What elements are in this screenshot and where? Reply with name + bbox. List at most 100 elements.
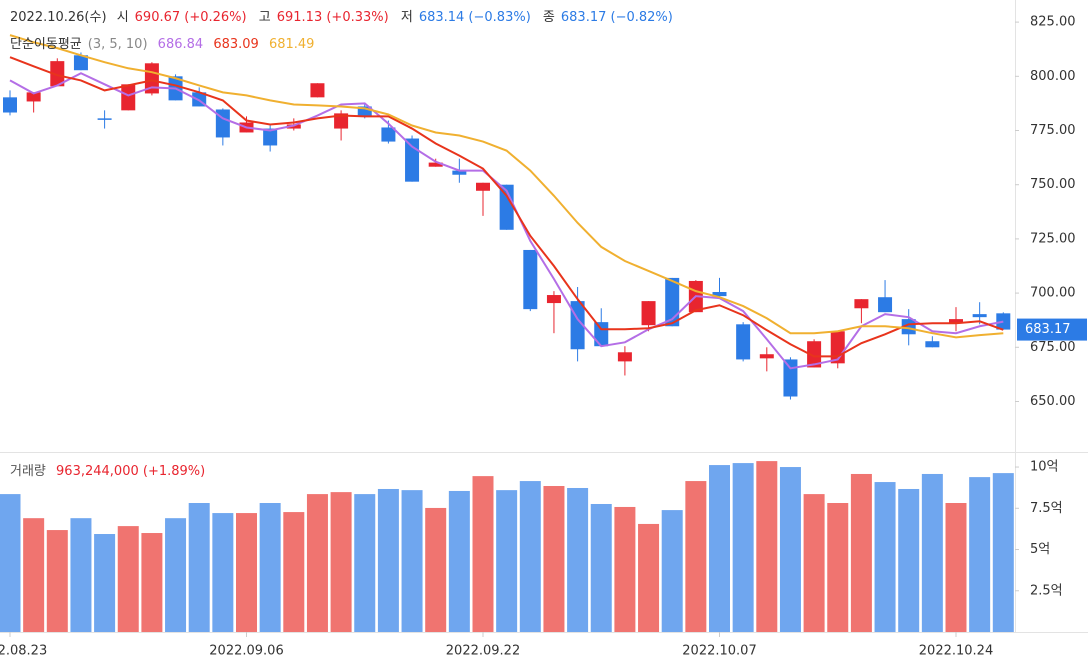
- legend-value: 683.09: [213, 37, 259, 52]
- candle-body: [546, 295, 561, 304]
- label: 시: [116, 10, 129, 25]
- label: 거래량: [10, 464, 46, 479]
- volume-bar: [188, 503, 210, 632]
- volume-panel: [0, 461, 1014, 632]
- y-tick-label: 675.00: [1030, 340, 1076, 355]
- date: 2022.10.26(수): [10, 10, 107, 25]
- candle-body: [476, 182, 490, 191]
- volume-bar: [165, 518, 187, 632]
- volume-header: 거래량 963,244,000 (+1.89%): [10, 460, 211, 479]
- value: 963,244,000 (+1.89%): [56, 464, 206, 479]
- candle-body: [641, 301, 656, 326]
- candle-body: [712, 292, 727, 297]
- volume-bar: [803, 494, 825, 632]
- y-tick-label: 775.00: [1030, 123, 1076, 138]
- y-tick-label: 7.5억: [1030, 501, 1063, 516]
- candle-body: [452, 170, 467, 175]
- candle-body: [854, 299, 869, 309]
- price-tag: [1017, 318, 1087, 341]
- label: 종: [542, 10, 555, 25]
- candle-body: [594, 322, 609, 347]
- candle-body: [759, 354, 774, 359]
- candle-body: [381, 127, 396, 142]
- y-tick-label: 5억: [1030, 542, 1050, 557]
- candle-body: [50, 61, 65, 87]
- volume-bar: [756, 461, 778, 632]
- y-tick-label: 2.5억: [1030, 583, 1063, 598]
- value: 683.17 (−0.82%): [560, 10, 673, 25]
- y-tick-label: 800.00: [1030, 69, 1076, 84]
- price-panel: [3, 34, 1011, 400]
- candle-body: [73, 55, 88, 71]
- candle-body: [901, 319, 916, 335]
- candle-body: [996, 313, 1011, 330]
- volume-bar: [543, 486, 565, 632]
- volume-bar: [661, 510, 683, 632]
- price-tag-label: 683.17: [1025, 322, 1071, 337]
- candle-body: [807, 341, 822, 368]
- y-tick-label: 750.00: [1030, 177, 1076, 192]
- indicator-name: 단순이동평균: [10, 37, 82, 52]
- volume-bar: [306, 494, 328, 632]
- indicator-params: (3, 5, 10): [87, 37, 148, 52]
- volume-bar: [779, 467, 801, 632]
- volume-bar: [70, 518, 92, 632]
- volume-bar: [992, 473, 1014, 632]
- value: 691.13 (+0.33%): [276, 10, 389, 25]
- x-tick-label: 2022.09.22: [446, 644, 520, 659]
- candle-body: [949, 319, 963, 324]
- volume-bar: [969, 477, 991, 632]
- candle-body: [334, 113, 349, 129]
- value: 690.67 (+0.26%): [134, 10, 247, 25]
- x-tick-label: 2022.09.06: [209, 644, 283, 659]
- ma-line: [9, 72, 1004, 370]
- candle-body: [121, 84, 136, 111]
- volume-bar: [945, 503, 967, 632]
- candle-body: [357, 106, 372, 117]
- volume-bar: [590, 503, 612, 632]
- label: 고: [258, 10, 271, 25]
- candle-body: [523, 249, 538, 310]
- legend-value: 681.49: [268, 37, 315, 52]
- candle-body: [97, 118, 112, 120]
- volume-bar: [236, 513, 257, 632]
- y-tick-label: 650.00: [1030, 394, 1076, 409]
- x-tick-label: 2022.08.23: [0, 644, 47, 659]
- candle-body: [26, 92, 41, 102]
- x-tick-label: 2022.10.07: [682, 644, 756, 659]
- label: 저: [400, 10, 413, 25]
- ohlc-header: 2022.10.26(수) 시 690.67 (+0.26%) 고 691.13 (…: [10, 6, 679, 25]
- volume-bar: [732, 463, 754, 632]
- candle-body: [783, 359, 798, 397]
- volume-bar: [401, 490, 423, 632]
- candle-body: [428, 162, 443, 167]
- volume-bar: [850, 473, 872, 632]
- volume-bar: [567, 487, 589, 632]
- candle-body: [878, 297, 893, 313]
- ma-legend: 단순이동평균 (3, 5, 10) 686.84 683.09 681.49: [10, 33, 320, 52]
- candle-body: [617, 352, 632, 362]
- volume-bar: [377, 488, 399, 632]
- volume-bar: [921, 473, 943, 632]
- volume-bar: [448, 490, 470, 632]
- y-tick-label: 10억: [1030, 460, 1059, 475]
- y-tick-label: 700.00: [1030, 286, 1076, 301]
- legend-value: 686.84: [157, 37, 204, 52]
- ma-line: [9, 56, 1004, 358]
- candle-body: [3, 97, 17, 113]
- volume-bar: [330, 492, 352, 632]
- candle-body: [310, 83, 325, 98]
- candle-body: [972, 314, 987, 318]
- volume-bar: [685, 481, 707, 632]
- candle-body: [925, 341, 940, 348]
- axes: 650.00 675.00 700.00 725.00 750.00 775.00 800.…: [0, 15, 1087, 659]
- candle-body: [665, 277, 680, 327]
- volume-bar: [354, 494, 376, 632]
- volume-bar: [874, 482, 896, 632]
- volume-bar: [46, 530, 68, 632]
- value: 683.14 (−0.83%): [418, 10, 531, 25]
- volume-bar: [141, 533, 163, 632]
- volume-bar: [472, 476, 494, 632]
